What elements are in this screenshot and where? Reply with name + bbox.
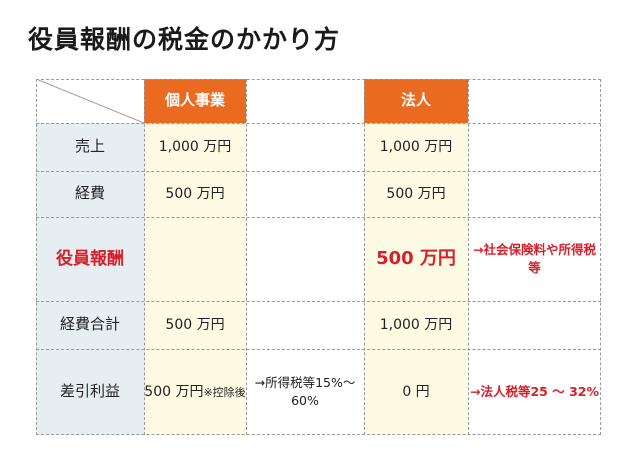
value-line: 500 万円 [144, 383, 204, 400]
grid-line [600, 79, 601, 435]
kojin-profit-value: 500 万円※控除後 [144, 349, 246, 435]
grid-line [36, 171, 601, 172]
row-label-total-expenses: 経費合計 [36, 301, 144, 349]
deduction-note: ※控除後 [203, 385, 246, 399]
hojin-executive-pay-note: →社会保険料や所得税等 [468, 217, 601, 301]
diagonal-line [36, 79, 144, 123]
column-header-hojin: 法人 [364, 79, 468, 123]
grid-line [468, 79, 469, 435]
value-line: 円 [438, 316, 453, 333]
kojin-executive-pay-value [144, 217, 246, 301]
note-line: 15%〜 60% [291, 374, 356, 408]
hojin-profit-note: →法人税等25 〜 32% [468, 349, 601, 435]
value-line: 円 [437, 248, 456, 270]
hojin-expenses-value: 500 万円 [364, 171, 468, 217]
kojin-sales-value: 1,000 万円 [144, 123, 246, 171]
hojin-sales-value: 1,000 万円 [364, 123, 468, 171]
grid-line [36, 349, 601, 350]
value-line: 500 万 [376, 248, 438, 270]
kojin-profit-note: →所得税等15%〜 60% [246, 349, 364, 435]
value-line: 0 円 [402, 383, 430, 400]
note-line: や所得税等 [528, 241, 596, 275]
value-line: 500 万円 [165, 185, 225, 202]
note-line: →社会保険料 [473, 241, 546, 257]
corner-cell [36, 79, 144, 123]
note-line: →法人税等 [469, 383, 531, 399]
note-line: 25 〜 32% [530, 383, 599, 399]
grid-line [364, 79, 365, 435]
value-line: 円 [217, 138, 232, 155]
grid-line [36, 217, 601, 218]
grid-line [246, 79, 247, 435]
value-line: 1,000 万 [379, 138, 439, 155]
row-label-sales: 売上 [36, 123, 144, 171]
column-header-kojin: 個人事業 [144, 79, 246, 123]
row-label-profit: 差引利益 [36, 349, 144, 435]
grid-line [144, 79, 145, 435]
value-line: 1,000 万 [379, 316, 439, 333]
row-label-expenses: 経費 [36, 171, 144, 217]
value-line: 円 [438, 138, 453, 155]
value-line: 500 万円 [165, 316, 225, 333]
comparison-table: 個人事業 法人 売上 1,000 万円 1,000 万円 経費 500 万円 5… [36, 79, 601, 435]
grid-line [36, 79, 37, 435]
hojin-profit-value: 0 円 [364, 349, 468, 435]
value-line: 500 万円 [386, 185, 446, 202]
grid-line [36, 301, 601, 302]
grid-line [36, 79, 601, 80]
page-title: 役員報酬の税金のかかり方 [28, 25, 341, 54]
kojin-total-expenses-value: 500 万円 [144, 301, 246, 349]
note-line: →所得税等 [254, 374, 316, 390]
hojin-executive-pay-value: 500 万円 [364, 217, 468, 301]
grid-line [36, 434, 601, 435]
value-line: 1,000 万 [158, 138, 218, 155]
grid-line [36, 123, 601, 124]
hojin-total-expenses-value: 1,000 万円 [364, 301, 468, 349]
row-label-executive-pay: 役員報酬 [36, 217, 144, 301]
kojin-expenses-value: 500 万円 [144, 171, 246, 217]
